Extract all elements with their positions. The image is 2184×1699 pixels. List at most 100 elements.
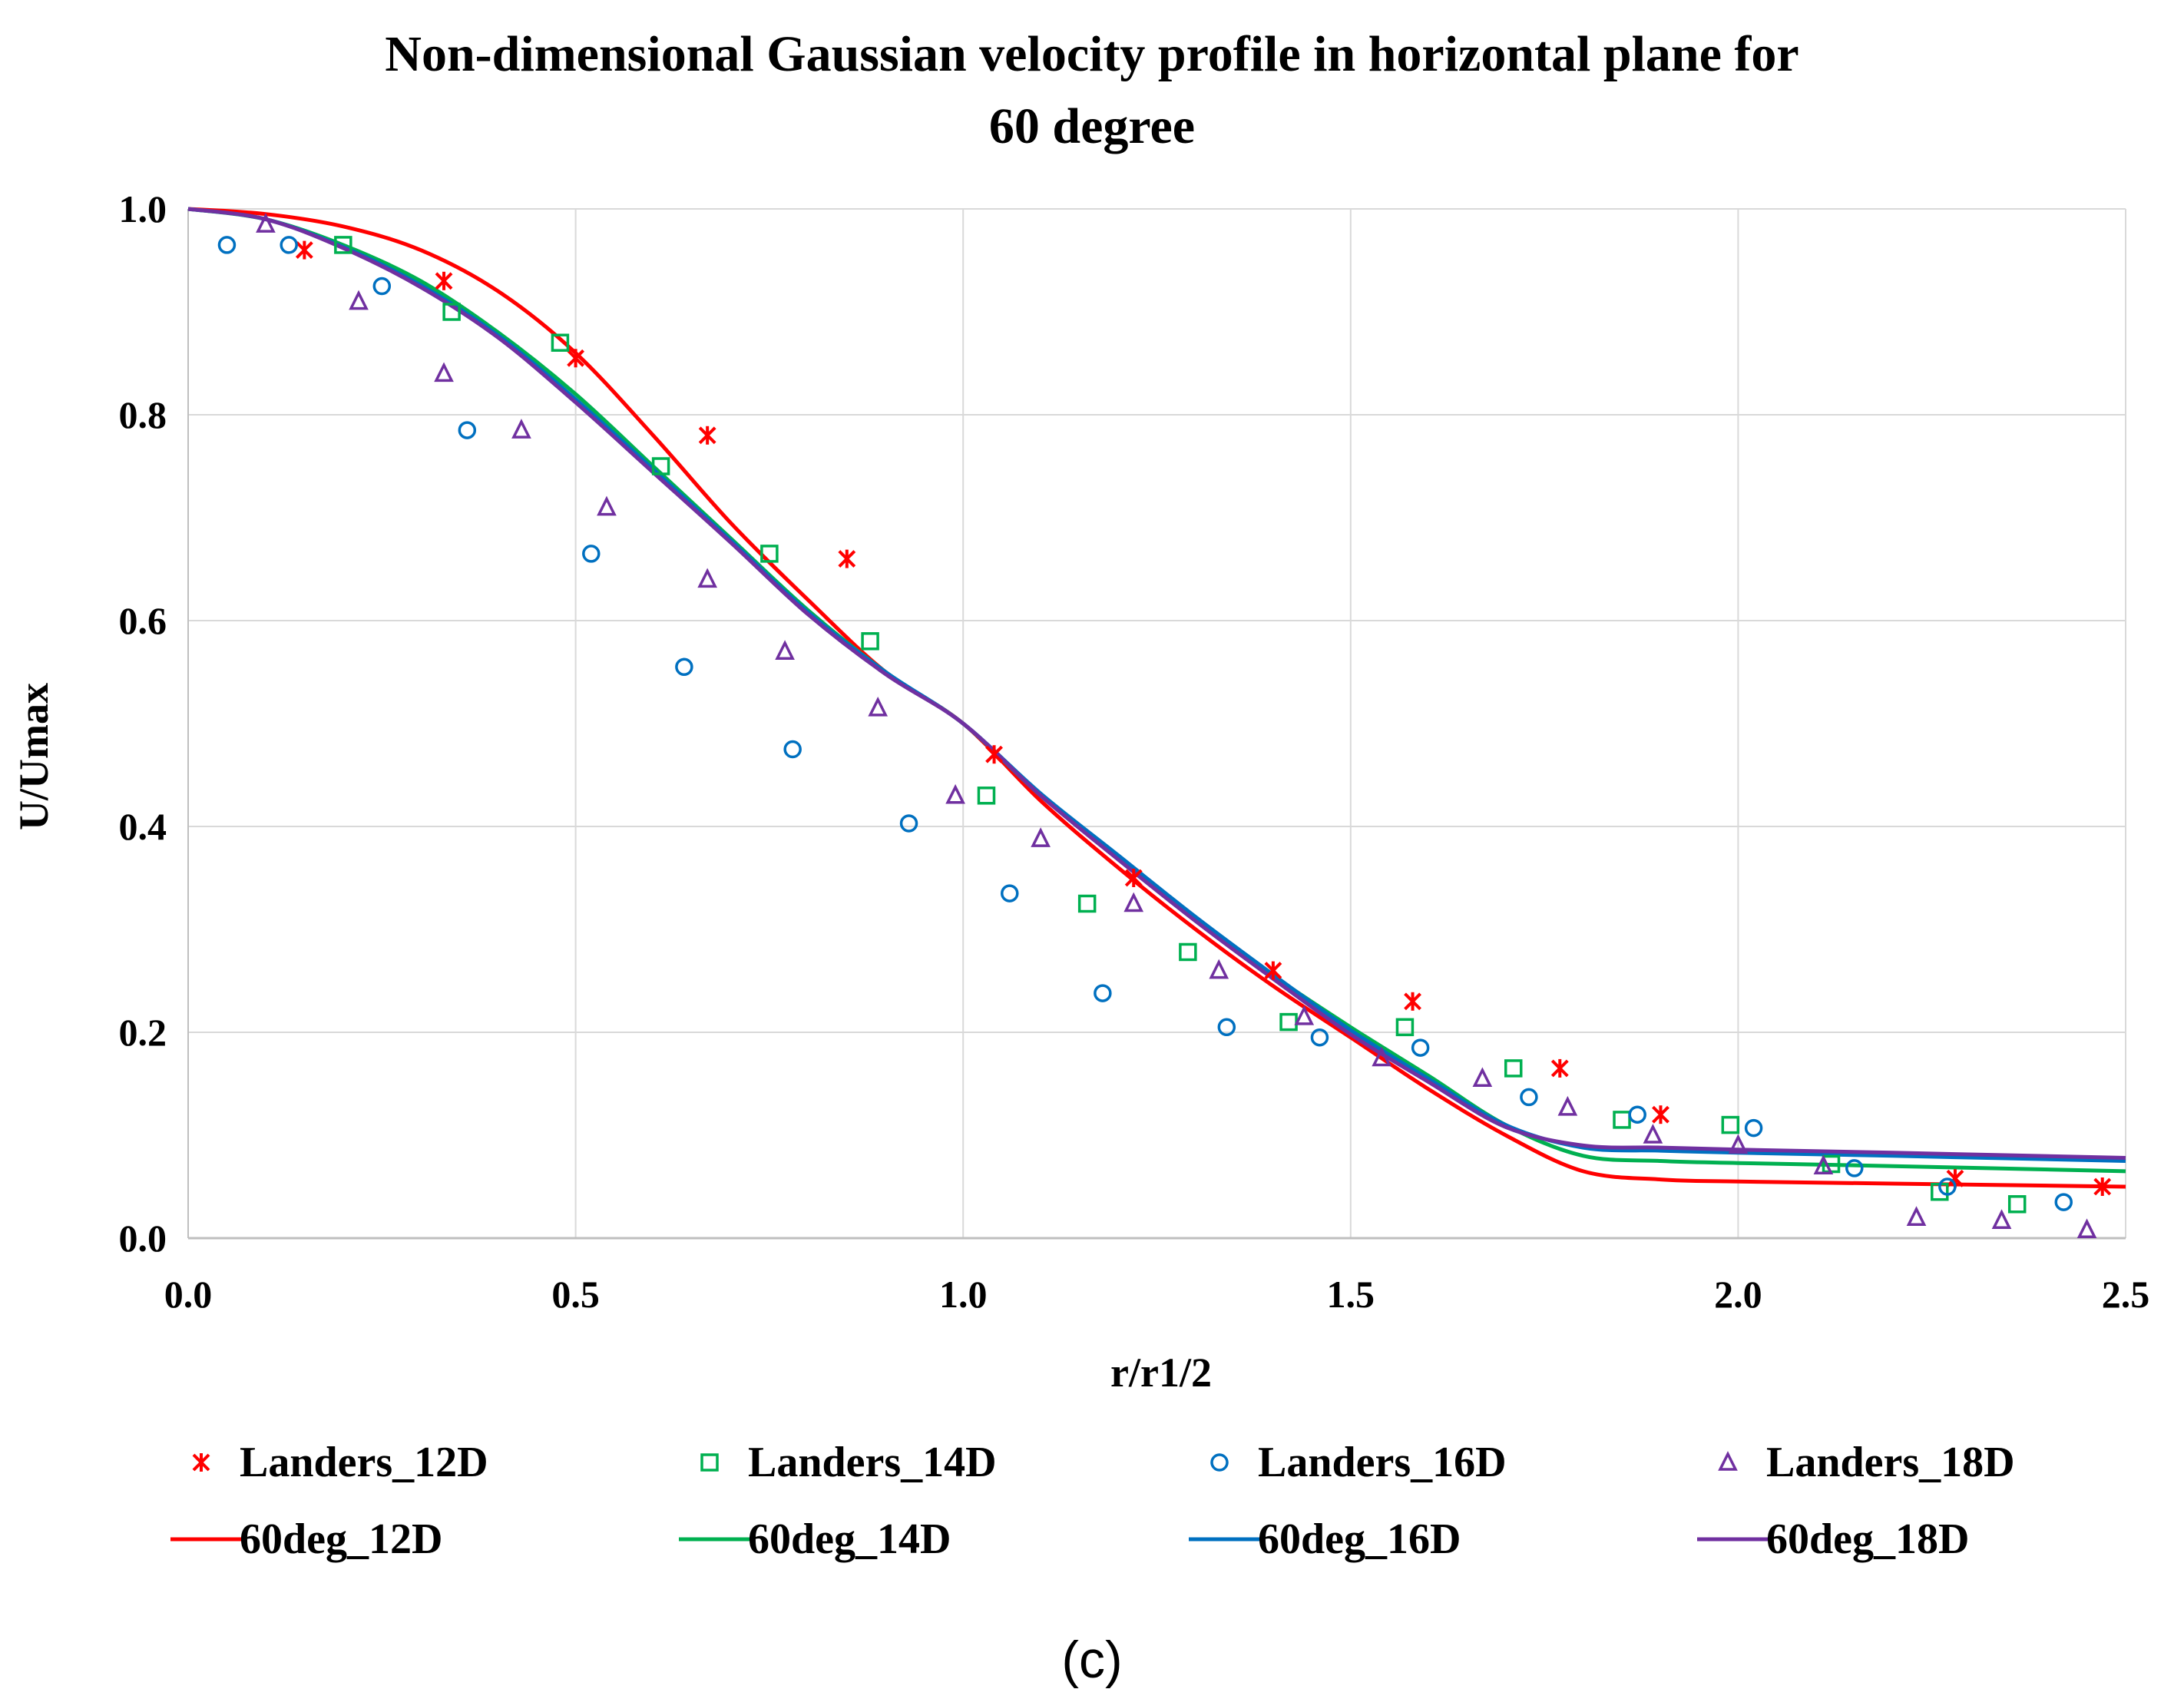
landers-18d-point: [511, 419, 531, 439]
60deg-12d-line: [187, 207, 2126, 1189]
chart-title-line-2: 60 degree: [989, 98, 1195, 154]
landers-16d-point: [1001, 884, 1019, 902]
landers-14d-point: [1721, 1115, 1740, 1134]
x-tick-label: 1.5: [1327, 1273, 1375, 1316]
legend-landers-12d-label: Landers_12D: [240, 1439, 488, 1486]
landers-18d-point: [2076, 1218, 2097, 1239]
landers-16d-point: [899, 814, 918, 833]
landers-18d-point: [1123, 892, 1144, 912]
legend-landers-18d-label: Landers_18D: [1766, 1439, 2015, 1486]
landers-18d-point: [1557, 1095, 1578, 1116]
landers-14d-point: [861, 632, 879, 651]
landers-18d-point: [1813, 1154, 1834, 1174]
y-tick-label: 1.0: [119, 187, 167, 230]
landers-18d-point: [1991, 1209, 2012, 1229]
y-tick-label: 0.4: [119, 805, 167, 848]
landers-16d-point: [2054, 1193, 2073, 1211]
landers-18d-point: [434, 362, 454, 383]
landers-18d-point: [1906, 1206, 1927, 1226]
legend: Landers_12D Landers_14D Landers_16D Landers…: [170, 1439, 2015, 1563]
landers-12d-point: [567, 349, 585, 368]
landers-16d-point: [1094, 984, 1112, 1002]
landers-12d-point: [1264, 961, 1282, 980]
landers-12d-point: [1124, 869, 1143, 887]
landers-18d-point: [775, 640, 795, 660]
y-tick-label: 0.2: [119, 1011, 167, 1054]
landers-18d-point: [1294, 1005, 1315, 1025]
landers-12d-point: [1404, 992, 1421, 1011]
y-tick-label: 0.8: [119, 393, 167, 436]
landers-16d-point: [1217, 1018, 1236, 1037]
axes: [187, 209, 2126, 1240]
x-tick-label: 1.0: [939, 1273, 988, 1316]
landers-18d-point: [349, 290, 369, 310]
legend-landers-16d-label: Landers_16D: [1258, 1439, 1507, 1486]
landers-18d-point: [256, 213, 276, 233]
legend-60deg-18d-label: 60deg_18D: [1766, 1515, 1969, 1563]
legend-landers-14d-label: Landers_14D: [748, 1439, 997, 1486]
y-tick-label: 0.6: [119, 599, 167, 642]
60deg-18d-line: [187, 207, 2126, 1160]
x-tick-label: 0.5: [551, 1273, 600, 1316]
landers-14d-point: [551, 333, 570, 352]
x-tick-label: 2.0: [1714, 1273, 1762, 1316]
x-axis-title: r/r1/2: [1110, 1350, 1212, 1396]
60deg-14d-line: [187, 207, 2126, 1174]
landers-12d-point: [838, 549, 856, 568]
legend-60deg-16d-label: 60deg_16D: [1258, 1515, 1461, 1563]
landers-18d-point: [1643, 1124, 1663, 1144]
landers-14d-point: [1504, 1059, 1523, 1078]
scatter-series-group: [217, 213, 2112, 1239]
landers-14d-point: [442, 303, 461, 321]
landers-14d-point: [2007, 1195, 2027, 1214]
legend-landers-14d-symbol: [700, 1453, 719, 1472]
landers-16d-point: [1411, 1038, 1430, 1057]
landers-18d-point: [1472, 1067, 1493, 1088]
line-series-group: [187, 207, 2126, 1189]
landers-14d-point: [334, 236, 352, 254]
60deg-16d-line: [187, 207, 2126, 1163]
landers-16d-point: [458, 421, 477, 439]
landers-16d-point: [783, 740, 802, 759]
landers-14d-point: [651, 457, 670, 475]
landers-16d-point: [1845, 1159, 1864, 1177]
y-axis-title: U/Umax: [11, 683, 57, 830]
landers-16d-point: [1520, 1088, 1538, 1107]
gridlines: [187, 208, 2126, 1239]
x-tick-label: 0.0: [164, 1273, 213, 1316]
chart-title-line-1: Non-dimensional Gaussian velocity profil…: [385, 26, 1798, 82]
landers-18d-point: [945, 783, 965, 804]
landers-14d-point: [1179, 942, 1197, 962]
landers-18d-point: [1372, 1046, 1391, 1067]
figure-caption: (c): [1061, 1631, 1122, 1689]
landers-16d-point: [372, 277, 392, 296]
landers-18d-point: [1209, 959, 1229, 979]
landers-16d-point: [217, 236, 237, 254]
x-tick-label: 2.5: [2102, 1273, 2150, 1316]
landers-18d-point: [697, 568, 717, 588]
landers-14d-point: [1395, 1018, 1415, 1037]
landers-12d-point: [2093, 1177, 2112, 1196]
landers-12d-point: [1652, 1105, 1669, 1124]
landers-16d-point: [582, 545, 601, 563]
landers-12d-point: [295, 240, 313, 260]
landers-16d-point: [280, 236, 298, 254]
landers-12d-point: [698, 426, 716, 445]
landers-18d-point: [597, 495, 617, 516]
landers-16d-point: [1744, 1118, 1763, 1138]
landers-14d-point: [977, 787, 996, 805]
landers-12d-point: [1550, 1058, 1569, 1078]
landers-16d-point: [1628, 1105, 1646, 1124]
landers-18d-point: [1031, 827, 1051, 847]
legend-landers-16d-symbol: [1210, 1453, 1229, 1472]
legend-60deg-12d-label: 60deg_12D: [240, 1515, 442, 1563]
landers-12d-point: [435, 271, 453, 290]
landers-16d-point: [675, 657, 693, 677]
y-tick-label: 0.0: [119, 1217, 167, 1260]
tick-labels: 0.0 0.5 1.0 1.5 2.0 2.5 0.0 0.2 0.4 0.6 0.8 1.0: [119, 187, 2150, 1316]
landers-16d-point: [1310, 1028, 1329, 1047]
landers-16d-point: [1938, 1177, 1957, 1196]
landers-18d-point: [868, 696, 888, 717]
landers-14d-point: [760, 545, 779, 563]
